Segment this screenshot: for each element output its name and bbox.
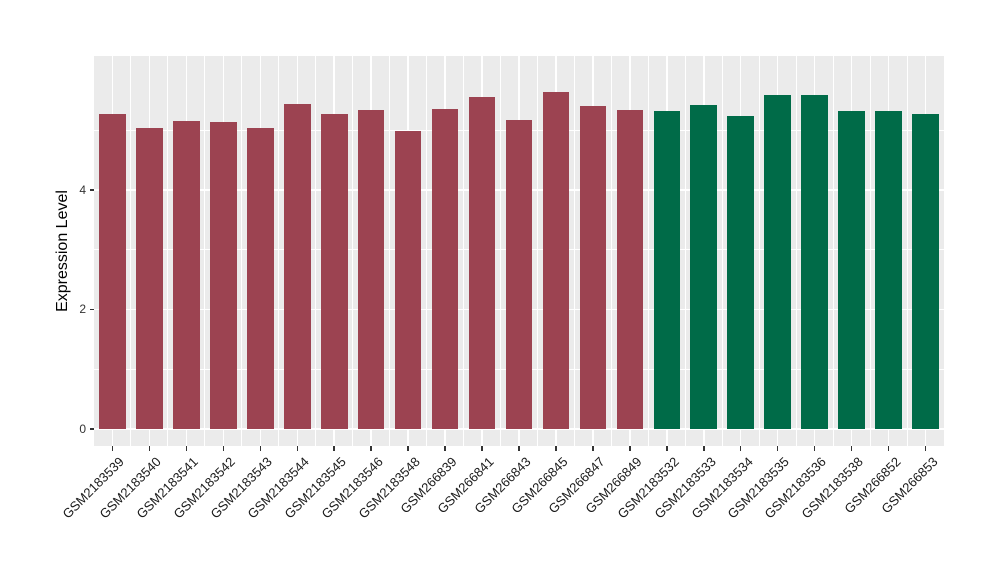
gridline-vertical-minor [463, 56, 465, 446]
gridline-vertical-minor [167, 56, 169, 446]
bar-GSM266847 [579, 106, 607, 429]
x-axis-tick [739, 446, 742, 451]
x-axis-tick [703, 446, 705, 451]
x-axis-tick [222, 446, 225, 451]
x-axis-tick [666, 446, 668, 451]
x-axis-tick [148, 446, 151, 451]
gridline-vertical-minor [684, 56, 686, 446]
gridline-vertical-minor [204, 56, 206, 446]
gridline-vertical-minor [536, 56, 538, 446]
bar-GSM266841 [468, 96, 496, 429]
x-axis-tick [776, 446, 779, 451]
bar-GSM2183543 [247, 127, 274, 429]
bar-GSM2183544 [283, 104, 311, 429]
gridline-vertical-minor [352, 56, 354, 446]
gridline-vertical-minor [426, 56, 428, 446]
x-axis-tick [259, 446, 262, 451]
y-axis-tick [89, 189, 94, 191]
bar-GSM266839 [431, 109, 459, 429]
x-axis-tick [592, 446, 594, 451]
gridline-vertical-minor [315, 56, 317, 446]
plot-panel [94, 56, 944, 446]
x-axis-tick [111, 446, 114, 451]
gridline-vertical-minor [832, 56, 834, 446]
bar-GSM266843 [505, 119, 533, 429]
x-axis-tick [370, 446, 372, 451]
gridline-vertical-minor [795, 56, 797, 446]
gridline-vertical-minor [278, 56, 280, 446]
bar-GSM2183532 [653, 110, 681, 429]
x-axis-tick [629, 446, 631, 451]
bar-GSM2183548 [394, 131, 422, 429]
x-axis-tick [407, 446, 409, 451]
gridline-vertical-minor [758, 56, 760, 446]
bar-GSM2183535 [764, 95, 791, 429]
gridline-vertical-minor [721, 56, 723, 446]
x-axis-tick [333, 446, 335, 451]
y-tick-label: 4 [79, 182, 86, 197]
bar-GSM2183540 [136, 128, 163, 429]
gridline-vertical-minor [610, 56, 612, 446]
gridline-vertical-minor [241, 56, 243, 446]
y-tick-label: 0 [79, 422, 86, 436]
gridline-vertical-minor [573, 56, 575, 446]
bar-GSM266849 [616, 110, 644, 429]
x-axis-tick [555, 446, 557, 451]
bar-GSM2183546 [357, 109, 385, 429]
gridline-vertical-minor [869, 56, 871, 446]
bar-GSM2183542 [210, 122, 237, 429]
x-axis-tick [887, 446, 890, 451]
x-axis-tick [481, 446, 483, 451]
y-axis-tick [89, 308, 94, 311]
gridline-vertical-minor [389, 56, 391, 446]
bar-GSM2183533 [690, 104, 718, 429]
bar-GSM2183538 [838, 110, 865, 429]
x-axis-tick [813, 446, 816, 451]
gridline-vertical-minor [647, 56, 649, 446]
x-axis-tick [185, 446, 188, 451]
x-axis-tick [850, 446, 853, 451]
bar-GSM2183539 [99, 113, 126, 429]
bar-GSM2183545 [320, 114, 348, 429]
bar-GSM2183534 [727, 116, 755, 429]
bar-GSM266845 [542, 92, 570, 429]
bar-GSM2183536 [801, 95, 828, 429]
bar-GSM2183541 [173, 121, 200, 429]
x-axis-tick [518, 446, 520, 451]
x-axis-tick [924, 446, 927, 451]
bar-GSM266853 [912, 114, 939, 429]
gridline-vertical-minor [500, 56, 502, 446]
gridline-vertical-minor [130, 56, 132, 446]
y-axis-title: Expression Level [54, 190, 71, 312]
gridline-vertical-minor [906, 56, 908, 446]
x-axis-tick [296, 446, 298, 451]
x-axis-tick [444, 446, 446, 451]
y-axis-tick [89, 428, 94, 430]
y-tick-label: 2 [79, 302, 86, 317]
bar-GSM266852 [875, 110, 902, 429]
